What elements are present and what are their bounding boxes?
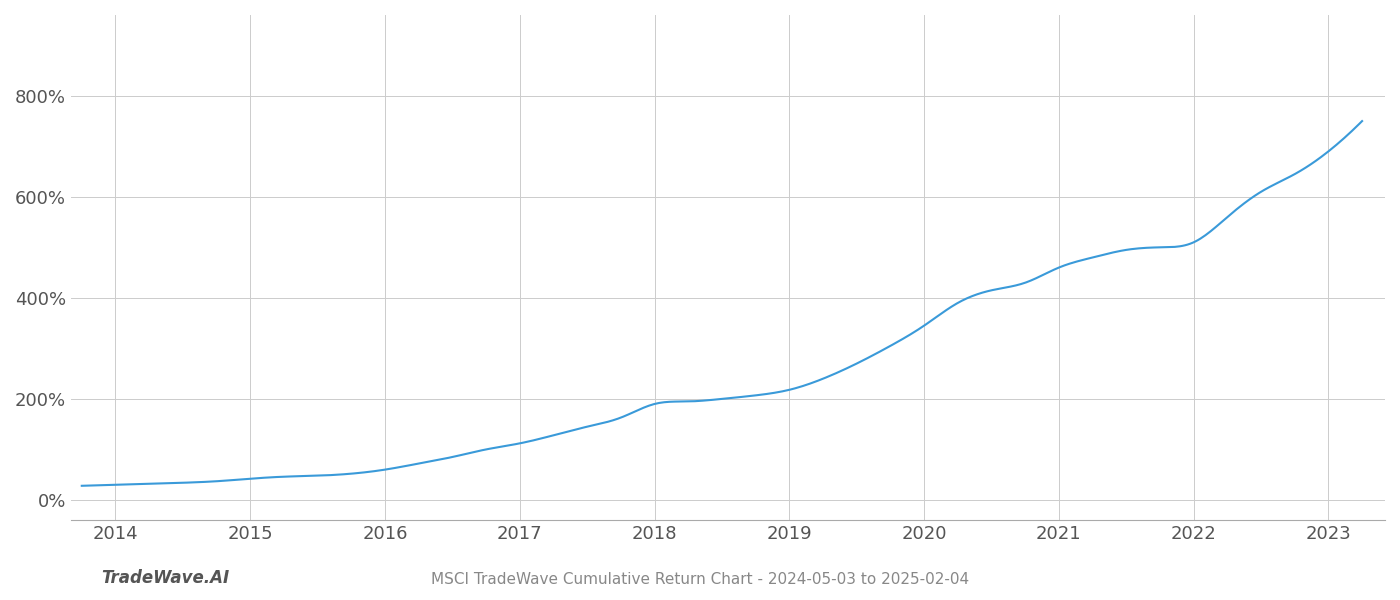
Text: TradeWave.AI: TradeWave.AI bbox=[101, 569, 230, 587]
Text: MSCI TradeWave Cumulative Return Chart - 2024-05-03 to 2025-02-04: MSCI TradeWave Cumulative Return Chart -… bbox=[431, 572, 969, 587]
